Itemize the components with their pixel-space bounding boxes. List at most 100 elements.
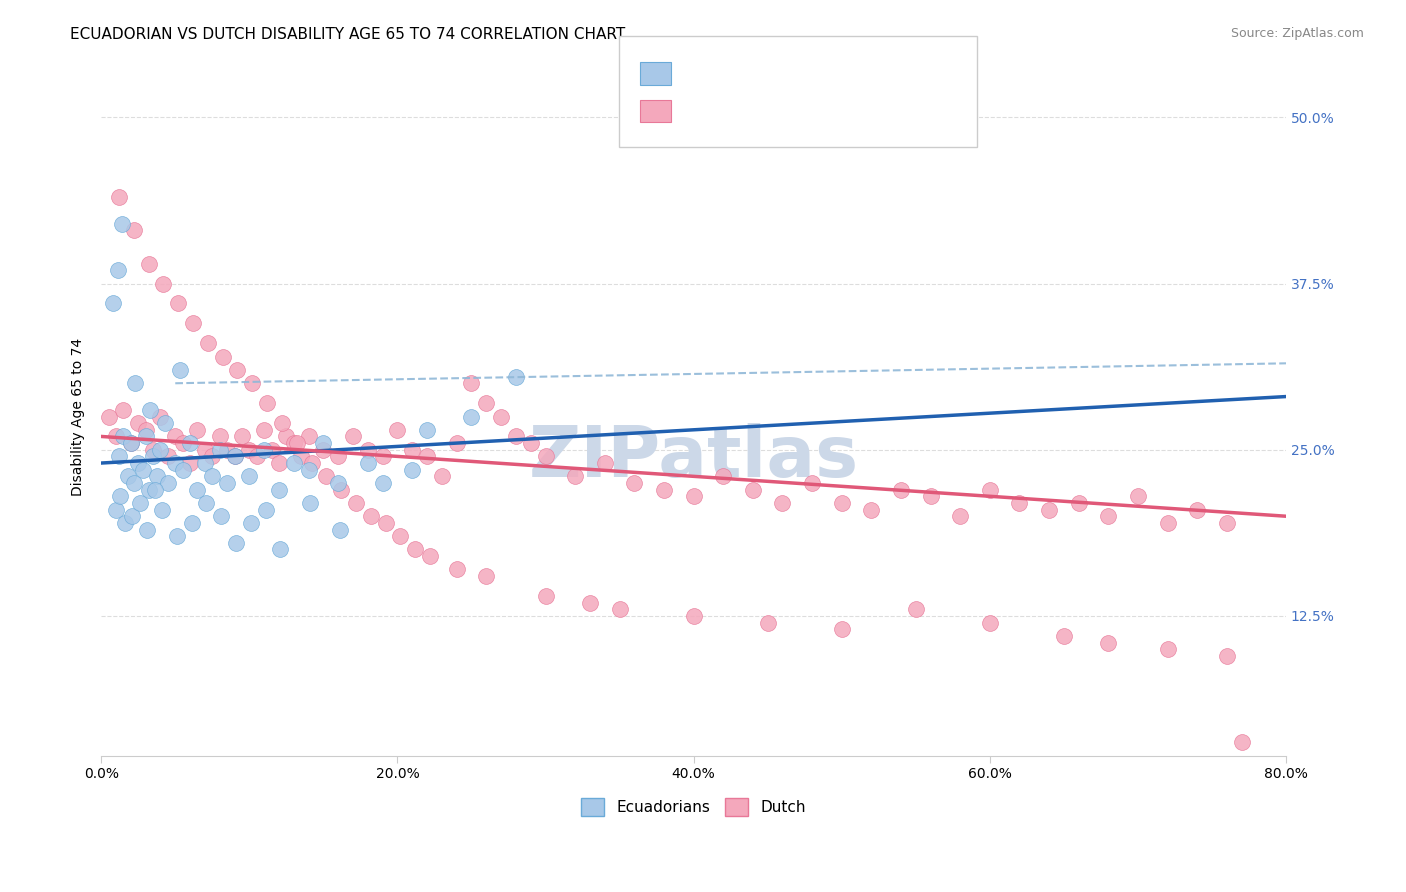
Point <box>179 436 201 450</box>
Point <box>267 483 290 497</box>
Point <box>741 483 763 497</box>
Point <box>153 416 176 430</box>
Point <box>312 436 335 450</box>
Point <box>167 296 190 310</box>
Point <box>801 475 824 490</box>
Point <box>217 475 239 490</box>
Point <box>652 483 675 497</box>
Point <box>328 475 350 490</box>
Point <box>430 469 453 483</box>
Legend: Ecuadorians, Dutch: Ecuadorians, Dutch <box>575 792 813 822</box>
Point <box>519 436 541 450</box>
Point <box>226 363 249 377</box>
Point <box>138 483 160 497</box>
Point <box>239 516 262 530</box>
Point <box>120 436 142 450</box>
Point <box>609 602 631 616</box>
Point <box>124 376 146 391</box>
Point <box>328 450 350 464</box>
Point <box>108 450 131 464</box>
Point <box>194 442 217 457</box>
Point <box>475 396 498 410</box>
Point <box>1008 496 1031 510</box>
Y-axis label: Disability Age 65 to 74: Disability Age 65 to 74 <box>72 337 86 496</box>
Point <box>146 469 169 483</box>
Point <box>389 529 412 543</box>
Point <box>831 622 853 636</box>
Point <box>329 523 352 537</box>
Point <box>401 442 423 457</box>
Point <box>217 442 239 457</box>
Point <box>682 609 704 624</box>
Point <box>246 450 269 464</box>
Point <box>460 376 482 391</box>
Point <box>238 442 260 457</box>
Point <box>387 423 409 437</box>
Text: -0.110: -0.110 <box>720 103 775 118</box>
Point <box>276 429 298 443</box>
Point <box>1097 635 1119 649</box>
Point <box>149 442 172 457</box>
Point <box>419 549 441 563</box>
Point <box>238 469 260 483</box>
Point <box>224 450 246 464</box>
Point <box>120 436 142 450</box>
Point <box>315 469 337 483</box>
Point <box>112 429 135 443</box>
Text: R =: R = <box>682 66 716 80</box>
Point <box>208 429 231 443</box>
Point <box>224 450 246 464</box>
Point <box>122 475 145 490</box>
Point <box>107 263 129 277</box>
Point <box>1216 648 1239 663</box>
Point <box>172 436 194 450</box>
Point <box>121 509 143 524</box>
Point <box>446 436 468 450</box>
Point <box>105 502 128 516</box>
Point <box>180 516 202 530</box>
Point <box>240 376 263 391</box>
Point <box>209 509 232 524</box>
Point <box>253 442 276 457</box>
Point <box>285 436 308 450</box>
Point <box>460 409 482 424</box>
Point <box>772 496 794 510</box>
Point <box>97 409 120 424</box>
Point <box>297 429 319 443</box>
Point <box>711 469 734 483</box>
Point <box>1053 629 1076 643</box>
Point <box>920 489 942 503</box>
Point <box>593 456 616 470</box>
Point <box>108 190 131 204</box>
Point <box>904 602 927 616</box>
Point <box>166 529 188 543</box>
Point <box>344 496 367 510</box>
Point <box>374 516 396 530</box>
Text: 59: 59 <box>831 66 852 80</box>
Point <box>299 496 322 510</box>
Point <box>152 277 174 291</box>
Text: ECUADORIAN VS DUTCH DISABILITY AGE 65 TO 74 CORRELATION CHART: ECUADORIAN VS DUTCH DISABILITY AGE 65 TO… <box>70 27 626 42</box>
Point <box>142 442 165 457</box>
Point <box>186 423 208 437</box>
Point <box>371 450 394 464</box>
Point <box>534 589 557 603</box>
Point <box>330 483 353 497</box>
Point <box>139 402 162 417</box>
Point <box>142 450 165 464</box>
Point <box>135 423 157 437</box>
Point <box>564 469 586 483</box>
Point <box>179 456 201 470</box>
Point <box>201 450 224 464</box>
Point <box>1156 516 1178 530</box>
Text: ZIPatlas: ZIPatlas <box>529 423 859 491</box>
Point <box>1156 642 1178 657</box>
Point <box>231 429 253 443</box>
Point <box>357 456 380 470</box>
Text: 104: 104 <box>831 103 863 118</box>
Point <box>860 502 883 516</box>
Point <box>127 456 149 470</box>
Text: R =: R = <box>682 103 716 118</box>
Point <box>131 463 153 477</box>
Point <box>195 496 218 510</box>
